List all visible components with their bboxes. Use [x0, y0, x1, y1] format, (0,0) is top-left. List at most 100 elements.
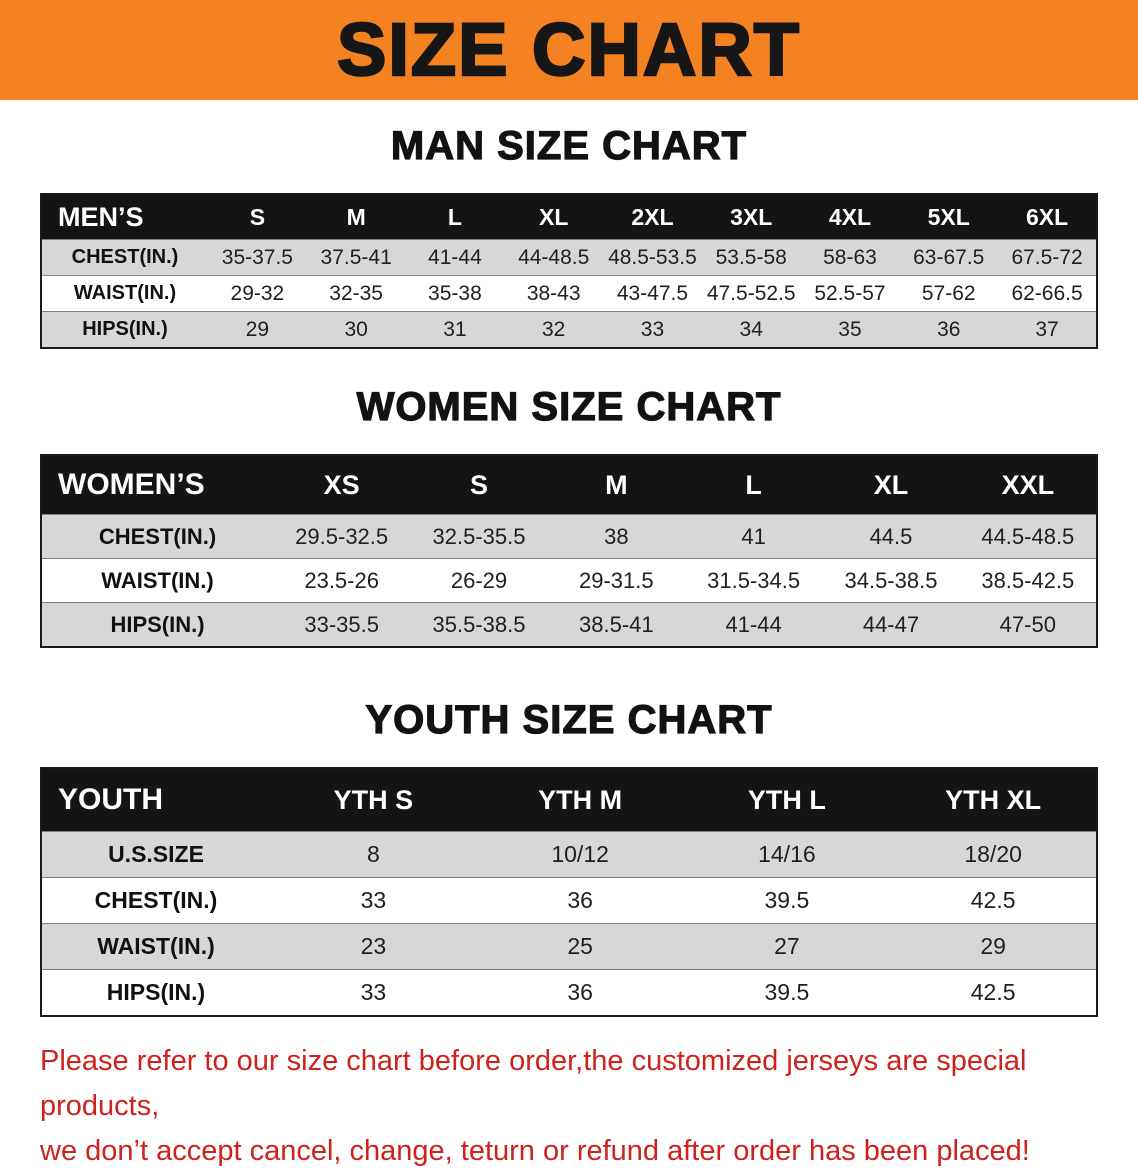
- men-size-header: 2XL: [631, 203, 674, 230]
- men-size-table: MEN’S S M L XL 2XL 3XL 4XL 5XL 6XL CHEST…: [40, 193, 1098, 349]
- size-cell: 44.5-48.5: [959, 514, 1097, 559]
- size-cell: 39.5: [683, 877, 891, 924]
- size-cell: 34: [701, 311, 801, 348]
- size-cell: 35-38: [405, 275, 505, 312]
- size-cell: 38: [547, 514, 685, 559]
- size-cell: 52.5-57: [800, 275, 900, 312]
- size-cell: 62-66.5: [998, 275, 1097, 312]
- size-cell: 18/20: [890, 831, 1097, 878]
- size-cell: 38.5-42.5: [959, 558, 1097, 603]
- size-cell: 36: [899, 311, 999, 348]
- size-cell: 42.5: [890, 877, 1097, 924]
- row-label: WAIST(IN.): [41, 923, 270, 970]
- youth-chest-row: CHEST(IN.) 33 36 39.5 42.5: [41, 877, 1097, 924]
- size-cell: 35.5-38.5: [410, 602, 548, 647]
- size-cell: 43-47.5: [603, 275, 702, 312]
- row-label: CHEST(IN.): [41, 239, 208, 276]
- size-cell: 29.5-32.5: [273, 514, 411, 559]
- size-cell: 31: [405, 311, 505, 348]
- size-cell: 44.5: [822, 514, 960, 559]
- size-cell: 26-29: [410, 558, 548, 603]
- women-size-header: XXL: [1001, 469, 1055, 500]
- size-cell: 29-31.5: [547, 558, 685, 603]
- youth-hips-row: HIPS(IN.) 33 36 39.5 42.5: [41, 969, 1097, 1016]
- size-cell: 33-35.5: [273, 602, 411, 647]
- men-size-header: 4XL: [828, 203, 872, 230]
- men-waist-row: WAIST(IN.) 29-32 32-35 35-38 38-43 43-47…: [41, 275, 1097, 312]
- men-hips-row: HIPS(IN.) 29 30 31 32 33 34 35 36 37: [41, 311, 1097, 348]
- row-label: CHEST(IN.): [41, 877, 270, 924]
- row-label: WAIST(IN.): [41, 275, 208, 312]
- youth-section-heading: YOUTH SIZE CHART: [365, 697, 773, 742]
- women-size-header: S: [469, 469, 488, 500]
- men-size-header: S: [249, 203, 266, 230]
- size-cell: 38.5-41: [547, 602, 685, 647]
- row-label: U.S.SIZE: [41, 831, 270, 878]
- men-size-header: L: [447, 203, 462, 230]
- size-cell: 39.5: [683, 969, 891, 1016]
- women-table-title: WOMEN’S: [58, 468, 205, 501]
- men-section-heading: MAN SIZE CHART: [390, 123, 748, 168]
- size-cell: 57-62: [899, 275, 999, 312]
- size-cell: 14/16: [683, 831, 891, 878]
- size-cell: 37.5-41: [306, 239, 406, 276]
- women-size-header: L: [745, 469, 762, 500]
- size-cell: 41-44: [405, 239, 505, 276]
- size-cell: 8: [270, 831, 477, 878]
- women-size-header: XS: [323, 469, 360, 500]
- size-cell: 33: [270, 877, 477, 924]
- size-cell: 41-44: [684, 602, 823, 647]
- size-cell: 32: [504, 311, 604, 348]
- size-cell: 67.5-72: [998, 239, 1097, 276]
- banner-title: SIZE CHART: [336, 8, 801, 91]
- size-cell: 10/12: [476, 831, 684, 878]
- men-size-header: 6XL: [1025, 203, 1069, 230]
- size-cell: 44-48.5: [504, 239, 604, 276]
- row-label: HIPS(IN.): [41, 602, 273, 647]
- youth-size-header: YTH XL: [945, 784, 1042, 815]
- size-cell: 36: [476, 969, 684, 1016]
- youth-waist-row: WAIST(IN.) 23 25 27 29: [41, 923, 1097, 970]
- size-cell: 29: [890, 923, 1097, 970]
- women-size-header: M: [605, 469, 628, 500]
- size-cell: 42.5: [890, 969, 1097, 1016]
- youth-size-table: YOUTH YTH S YTH M YTH L YTH XL U.S.SIZE …: [40, 767, 1098, 1017]
- men-table-title: MEN’S: [58, 201, 144, 232]
- youth-size-header: YTH L: [747, 784, 826, 815]
- size-cell: 36: [476, 877, 684, 924]
- men-size-header: 3XL: [730, 203, 773, 230]
- women-size-table: WOMEN’S XS S M L XL XXL CHEST(IN.) 29.5-…: [40, 454, 1098, 648]
- size-cell: 25: [476, 923, 684, 970]
- men-size-header: M: [346, 203, 366, 230]
- size-cell: 48.5-53.5: [603, 239, 702, 276]
- size-cell: 47-50: [959, 602, 1097, 647]
- size-cell: 37: [998, 311, 1097, 348]
- disclaimer-text: Please refer to our size chart before or…: [40, 1039, 1138, 1174]
- size-cell: 38-43: [504, 275, 604, 312]
- size-cell: 32.5-35.5: [410, 514, 548, 559]
- men-table-header-row: MEN’S S M L XL 2XL 3XL 4XL 5XL 6XL: [41, 194, 1097, 240]
- size-cell: 35-37.5: [208, 239, 307, 276]
- youth-table-title: YOUTH: [58, 783, 163, 816]
- women-chest-row: CHEST(IN.) 29.5-32.5 32.5-35.5 38 41 44.…: [41, 514, 1097, 559]
- row-label: CHEST(IN.): [41, 514, 273, 559]
- women-waist-row: WAIST(IN.) 23.5-26 26-29 29-31.5 31.5-34…: [41, 558, 1097, 603]
- disclaimer-line-1: Please refer to our size chart before or…: [40, 1045, 1027, 1122]
- size-cell: 33: [603, 311, 702, 348]
- youth-table-header-row: YOUTH YTH S YTH M YTH L YTH XL: [41, 768, 1097, 832]
- size-cell: 31.5-34.5: [684, 558, 823, 603]
- row-label: HIPS(IN.): [41, 969, 270, 1016]
- disclaimer-line-2: we don’t accept cancel, change, teturn o…: [40, 1135, 1030, 1167]
- row-label: HIPS(IN.): [41, 311, 208, 348]
- size-cell: 58-63: [800, 239, 900, 276]
- size-cell: 29: [208, 311, 307, 348]
- size-cell: 41: [684, 514, 823, 559]
- size-cell: 33: [270, 969, 477, 1016]
- size-chart-banner: SIZE CHART: [0, 0, 1138, 100]
- size-cell: 63-67.5: [899, 239, 999, 276]
- size-cell: 32-35: [306, 275, 406, 312]
- size-cell: 44-47: [822, 602, 960, 647]
- size-cell: 30: [306, 311, 406, 348]
- size-cell: 47.5-52.5: [701, 275, 801, 312]
- men-size-header: XL: [538, 203, 569, 230]
